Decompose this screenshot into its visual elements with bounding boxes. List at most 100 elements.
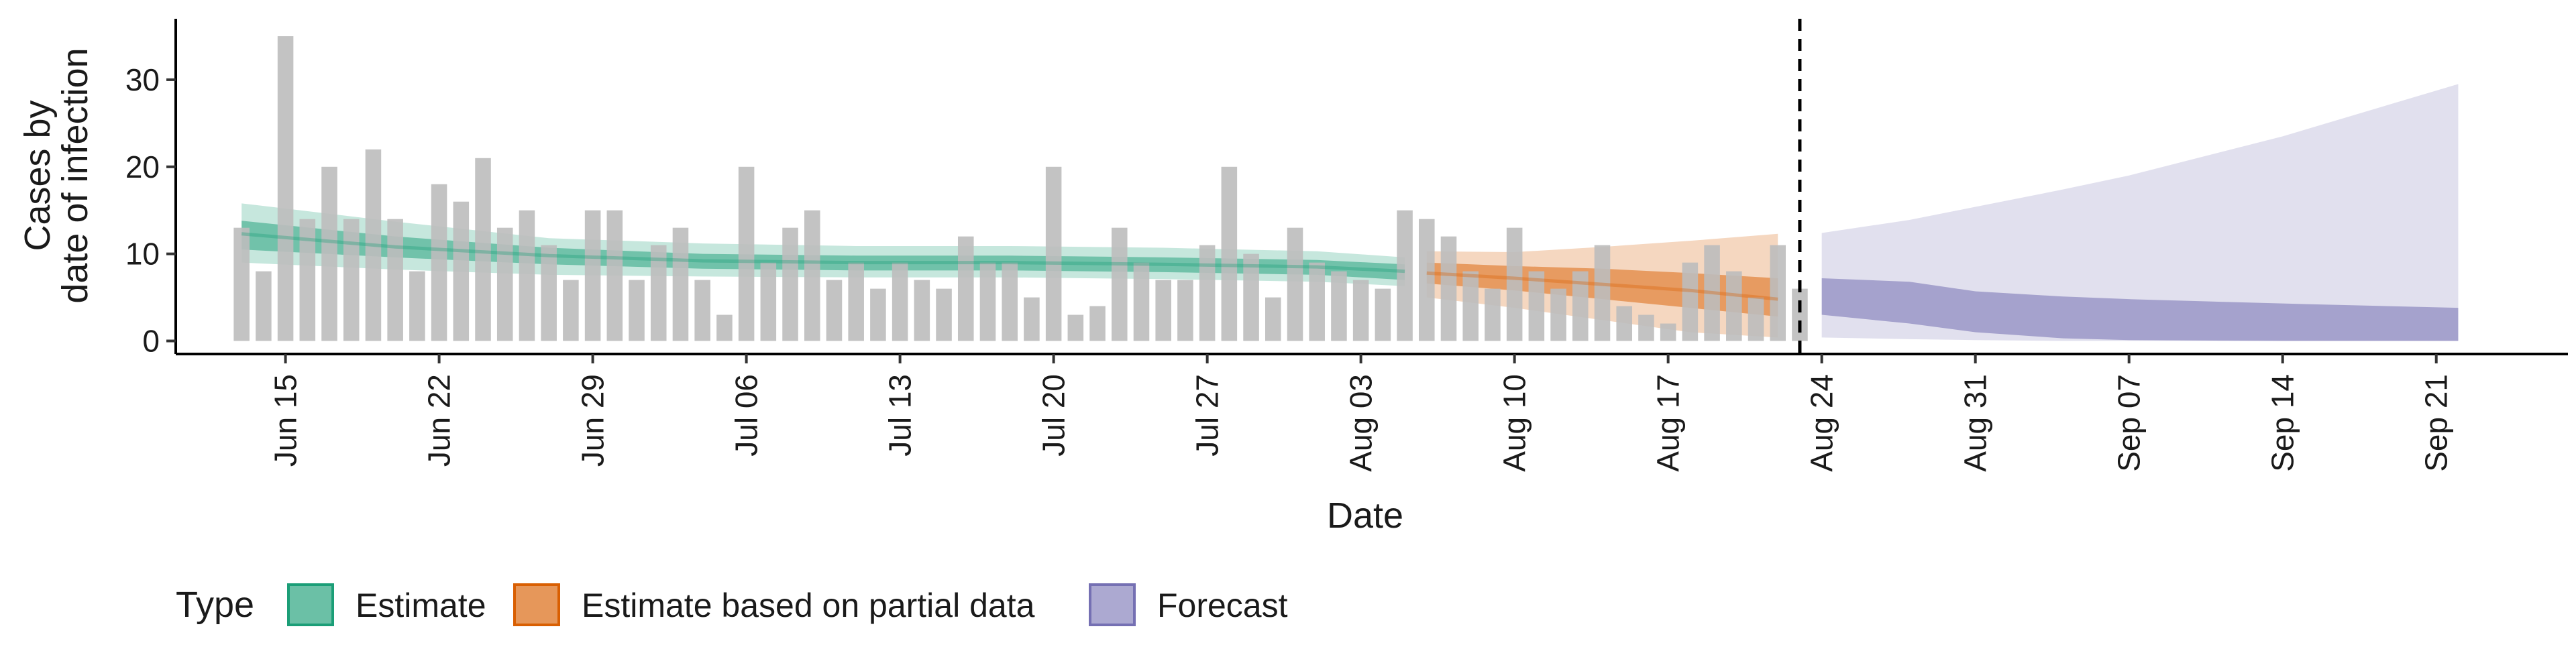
x-tick-label: Sep 21	[2419, 374, 2454, 472]
case-bar	[453, 201, 470, 341]
case-bar	[826, 280, 843, 341]
case-bar	[1155, 280, 1171, 341]
case-bar	[1748, 297, 1764, 341]
case-bar	[519, 210, 535, 341]
case-bar	[563, 280, 579, 341]
case-bar	[1528, 271, 1545, 341]
case-bar	[650, 245, 667, 341]
case-bar	[1682, 262, 1699, 341]
case-bar	[256, 271, 272, 341]
case-bar	[1287, 227, 1303, 341]
case-bar	[1726, 271, 1742, 341]
y-tick-label: 10	[125, 237, 160, 272]
x-tick-label: Aug 03	[1344, 374, 1379, 472]
median-layer	[241, 232, 1778, 301]
case-bar	[1265, 297, 1281, 341]
x-tick-label: Jul 27	[1190, 374, 1225, 457]
case-bar	[233, 227, 250, 341]
case-bar	[387, 219, 403, 341]
case-bar	[1199, 245, 1216, 341]
y-axis-title-line: Cases by	[17, 100, 58, 251]
median-line-1	[1426, 271, 1778, 301]
case-bar	[694, 280, 710, 341]
case-bar	[1177, 280, 1193, 341]
case-bar	[716, 314, 733, 341]
x-tick-label: Jun 22	[422, 374, 457, 467]
case-bar	[343, 219, 360, 341]
case-bar	[1550, 288, 1566, 341]
case-bar	[738, 166, 755, 341]
legend-label-1: Estimate based on partial data	[582, 587, 1035, 624]
legend: Type Estimate Estimate based on partial da…	[176, 583, 1288, 626]
median-line-0	[241, 232, 1405, 274]
case-bar	[1375, 288, 1391, 341]
case-bar	[1243, 253, 1259, 341]
case-bar	[1089, 306, 1106, 341]
case-bar	[1133, 262, 1150, 341]
x-tick-label: Jul 06	[729, 374, 764, 457]
case-bar	[1221, 166, 1238, 341]
case-bar	[782, 227, 798, 341]
bar-layer	[233, 36, 1808, 341]
case-bar	[1002, 262, 1018, 341]
case-bar	[584, 210, 601, 341]
case-bar	[848, 262, 864, 341]
case-bar	[1309, 262, 1325, 341]
x-axis-title: Date	[1327, 495, 1403, 536]
case-bar	[1660, 323, 1676, 341]
case-bar	[1331, 271, 1347, 341]
x-tick-label: Aug 10	[1497, 374, 1532, 472]
x-tick-label: Sep 14	[2265, 374, 2300, 472]
case-bar	[606, 210, 623, 341]
x-tick-label: Aug 17	[1651, 374, 1686, 472]
case-bar	[979, 262, 996, 341]
ribbon-90-2	[1821, 84, 2459, 341]
y-tick-label: 30	[125, 62, 160, 97]
legend-label-0: Estimate	[356, 587, 486, 624]
case-bar	[1024, 297, 1040, 341]
x-tick-label: Jun 15	[268, 374, 303, 467]
case-bar	[1485, 288, 1501, 341]
x-tick-label: Sep 07	[2112, 374, 2147, 472]
case-bar	[1111, 227, 1128, 341]
case-bar	[936, 288, 952, 341]
case-bar	[672, 227, 689, 341]
case-bar	[1616, 306, 1633, 341]
case-bar	[1572, 271, 1589, 341]
legend-key-0	[287, 583, 334, 626]
x-tick-label: Jun 29	[576, 374, 610, 467]
case-bar	[277, 36, 294, 341]
y-tick-label: 0	[142, 324, 160, 359]
x-tick-label: Aug 31	[1958, 374, 1993, 472]
y-axis-title-line: date of infection	[55, 48, 95, 303]
case-bar	[496, 227, 513, 341]
axes-layer: 0 10 20 30 Jun 15 Jun 22 Jun 29 Jul 06 Jul 13 Jul…	[17, 19, 2568, 536]
case-bar	[1792, 288, 1808, 341]
case-bar	[409, 271, 425, 341]
case-bar	[475, 158, 491, 341]
case-bar	[629, 280, 645, 341]
case-bar	[1594, 245, 1611, 341]
legend-key-2	[1089, 583, 1136, 626]
case-bar	[321, 166, 337, 341]
case-bar	[914, 280, 930, 341]
ribbon-50-2	[1821, 278, 2459, 341]
case-bar	[431, 184, 447, 341]
x-tick-label: Aug 24	[1805, 374, 1839, 472]
case-bar	[365, 149, 382, 341]
y-tick-label: 20	[125, 150, 160, 184]
case-bar	[1397, 210, 1413, 341]
case-bar	[299, 219, 316, 341]
case-bar	[1462, 271, 1479, 341]
case-bar	[892, 262, 908, 341]
case-bar	[870, 288, 886, 341]
case-bar	[1419, 219, 1435, 341]
legend-label-2: Forecast	[1157, 587, 1288, 624]
case-bar	[1506, 227, 1523, 341]
x-tick-label: Jul 20	[1036, 374, 1071, 457]
legend-key-1	[513, 583, 560, 626]
case-bar	[1352, 280, 1369, 341]
case-bar	[760, 262, 777, 341]
